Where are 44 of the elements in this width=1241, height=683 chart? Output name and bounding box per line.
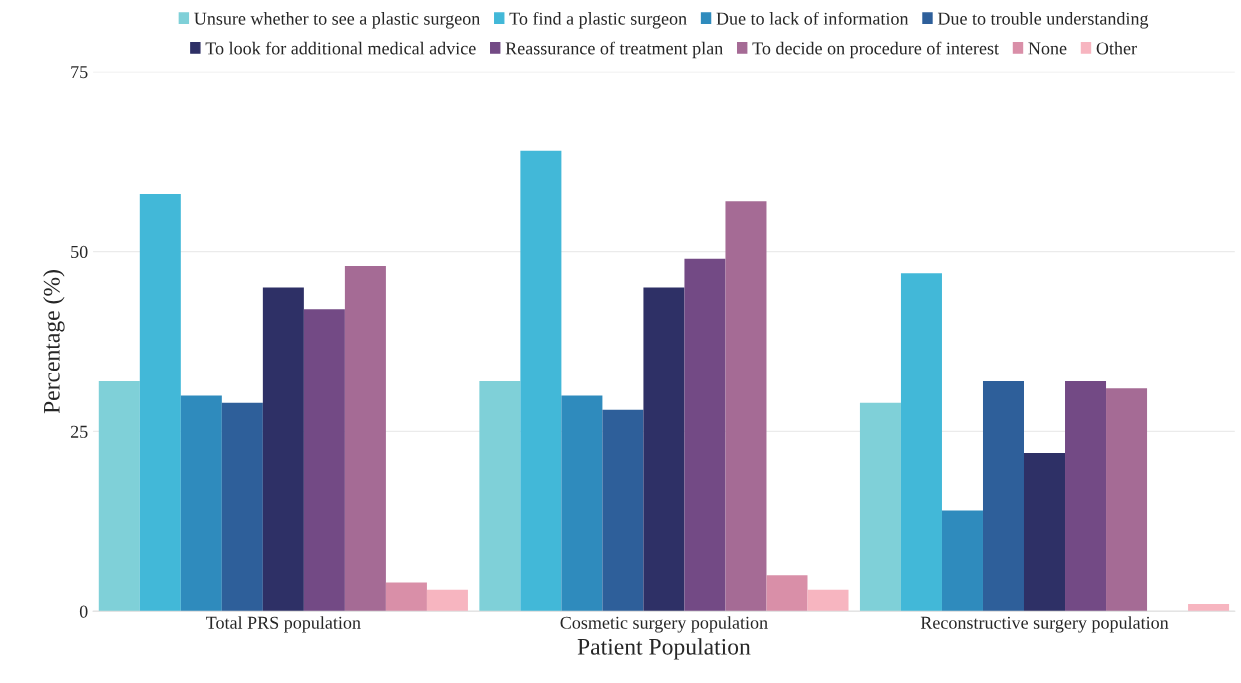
bar (725, 201, 767, 612)
bar (221, 402, 263, 612)
y-tick-label: 0 (79, 605, 88, 618)
bar (561, 395, 603, 612)
x-tick-label: Cosmetic surgery population (560, 616, 768, 633)
bar (807, 589, 849, 612)
legend-label: Reassurance of treatment plan (505, 41, 723, 59)
bar (1188, 604, 1230, 612)
legend-label: Due to trouble understanding (937, 12, 1149, 29)
bar (180, 395, 222, 612)
bar (982, 381, 1024, 612)
bar (303, 309, 345, 612)
y-tick-label: 50 (71, 245, 88, 259)
y-tick-label: 75 (71, 66, 88, 79)
bar (941, 510, 983, 612)
x-tick-label: Total PRS population (206, 616, 361, 633)
legend-label: To decide on procedure of interest (752, 41, 999, 59)
bar (684, 258, 726, 612)
y-tick-label: 25 (70, 425, 88, 438)
legend-label: Unsure whether to see a plastic surgeon (194, 12, 480, 29)
bar (1106, 388, 1148, 612)
bar (385, 582, 427, 612)
x-axis-title: Patient Population (577, 638, 751, 660)
bar (1024, 453, 1066, 612)
legend-label: Due to lack of information (716, 11, 909, 25)
x-tick-label: Reconstructive surgery population (920, 616, 1169, 633)
bar (344, 265, 386, 612)
bar (139, 194, 181, 612)
bar (520, 150, 562, 612)
legend-label: Other (1096, 41, 1137, 55)
legend-label: To look for additional medical advice (205, 41, 476, 55)
bar (859, 402, 901, 612)
legend-label: None (1028, 42, 1067, 55)
bar (602, 409, 644, 612)
bar (479, 381, 521, 612)
bar (900, 273, 942, 612)
bar (262, 287, 304, 612)
bar (426, 589, 468, 612)
bar (1065, 381, 1107, 612)
legend-label: To find a plastic surgeon (509, 11, 687, 29)
bar (766, 575, 808, 612)
bar (643, 287, 685, 612)
bar (98, 381, 140, 612)
y-axis-title: Percentage (%) (43, 270, 65, 414)
